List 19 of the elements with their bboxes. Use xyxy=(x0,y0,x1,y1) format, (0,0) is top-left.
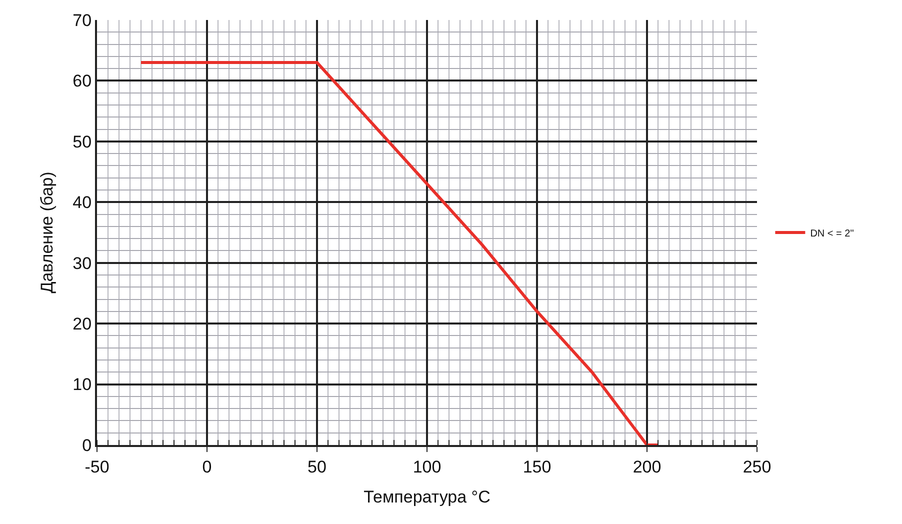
y-tick-label: 70 xyxy=(72,10,92,30)
x-tick-label: 200 xyxy=(632,457,662,476)
y-tick-label: 60 xyxy=(72,72,92,91)
y-axis-title: Давление (бар) xyxy=(38,172,57,294)
x-tick-label: 100 xyxy=(412,457,442,476)
x-tick-label: -50 xyxy=(84,457,110,476)
x-tick-label: 250 xyxy=(742,457,772,476)
y-tick-label: 20 xyxy=(72,314,92,334)
y-tick-label: 0 xyxy=(82,436,92,455)
x-tick-label: 150 xyxy=(522,457,552,476)
y-tick-label: 50 xyxy=(72,132,92,152)
y-tick-label: 30 xyxy=(72,254,92,273)
x-tick-label: 0 xyxy=(202,457,212,476)
line-series xyxy=(140,61,660,445)
y-tick-label: 10 xyxy=(72,375,92,394)
y-tick-label: 40 xyxy=(72,193,92,212)
legend-label: DN < = 2" xyxy=(810,228,854,240)
x-axis-title: Температура °C xyxy=(364,487,490,506)
x-tick-label: 50 xyxy=(308,457,326,476)
